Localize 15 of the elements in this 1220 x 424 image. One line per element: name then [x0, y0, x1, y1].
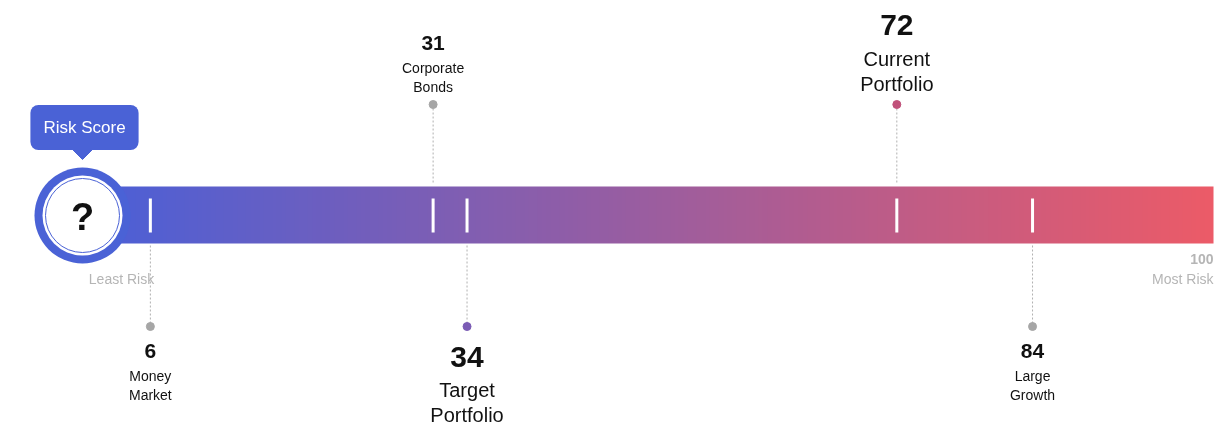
text: ?	[70, 195, 95, 238]
data-label: 84	[1020, 338, 1045, 362]
data-label: 6	[144, 338, 157, 362]
data-label: 31	[421, 30, 446, 54]
category-label: Corporate Bonds	[401, 59, 465, 95]
text: Risk Score	[43, 118, 126, 137]
data-label: 72	[880, 7, 914, 41]
text: Most Risk	[1152, 270, 1215, 287]
category-label: Large Growth	[1009, 367, 1056, 403]
data-label: 34	[450, 339, 485, 373]
category-label: Target Portfolio	[430, 378, 504, 424]
text: Least Risk	[88, 270, 156, 287]
text: 100	[1190, 250, 1214, 267]
category-label: Money Market	[128, 367, 172, 403]
category-label: Current Portfolio	[860, 47, 934, 95]
